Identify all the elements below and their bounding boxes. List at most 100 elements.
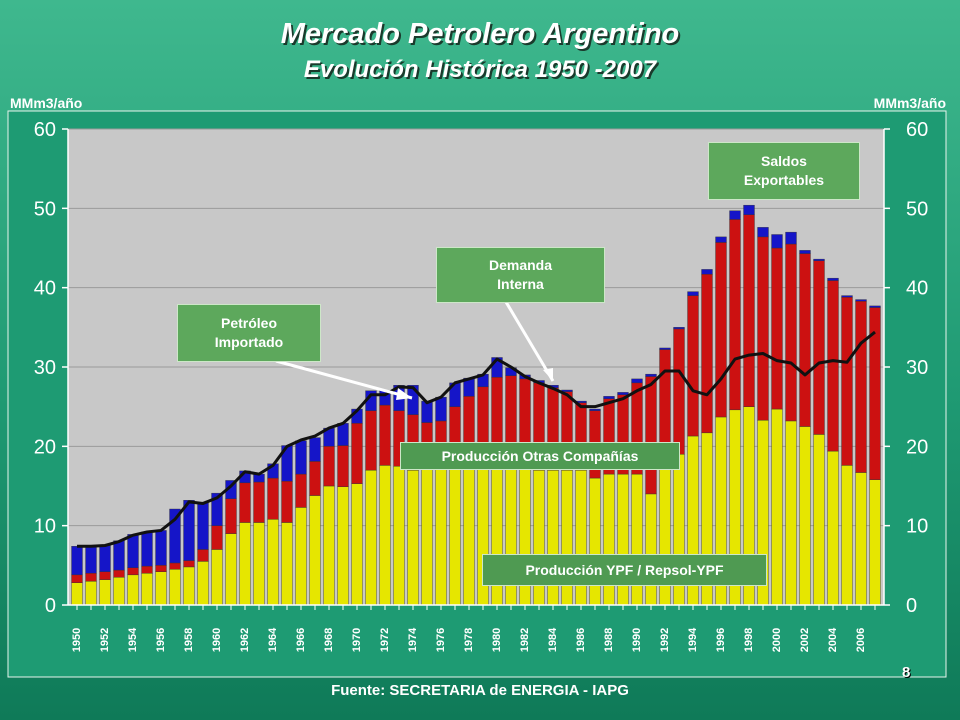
bar-ypf-2003 (813, 434, 825, 606)
bar-ypf-1975 (421, 465, 433, 606)
bar-importado-1955 (141, 531, 153, 567)
x-tick-label: 1980 (491, 628, 503, 652)
bar-importado-1967 (309, 437, 321, 462)
x-tick-label: 1992 (659, 628, 671, 652)
y-tick-label-left: 30 (34, 357, 56, 379)
y-tick-label-right: 40 (906, 278, 928, 300)
bar-otras-1961 (225, 498, 237, 534)
bar-ypf-1961 (225, 533, 237, 606)
bar-importado-2001 (785, 231, 797, 245)
x-tick-label: 1986 (575, 628, 587, 652)
x-tick-label: 1950 (71, 628, 83, 652)
bar-importado-2000 (771, 234, 783, 249)
y-tick-label-right: 50 (906, 198, 928, 220)
bar-importado-1985 (561, 389, 573, 392)
bar-ypf-1957 (169, 569, 181, 606)
bar-ypf-2006 (855, 472, 867, 606)
bar-importado-1960 (211, 492, 223, 526)
bar-ypf-1953 (113, 577, 125, 606)
x-tick-label: 2004 (827, 627, 839, 652)
bar-otras-1971 (365, 410, 377, 471)
bar-importado-1991 (645, 373, 657, 377)
bar-otras-1963 (253, 481, 265, 523)
arrow-head-demanda (543, 368, 553, 381)
bar-importado-1999 (757, 227, 769, 238)
bar-otras-1959 (197, 549, 209, 562)
produccion-ypf-label: Producción YPF / Repsol-YPF (482, 554, 767, 586)
bar-otras-1957 (169, 562, 181, 570)
bar-otras-2006 (855, 300, 867, 473)
x-tick-label: 2002 (799, 628, 811, 652)
bar-importado-2002 (799, 250, 811, 254)
y-tick-label-left: 50 (34, 198, 56, 220)
x-tick-label: 2006 (855, 628, 867, 652)
bar-otras-1994 (687, 295, 699, 437)
bar-importado-1966 (295, 440, 307, 475)
bar-ypf-1963 (253, 522, 265, 606)
bar-ypf-1973 (393, 465, 405, 606)
bar-otras-1995 (701, 273, 713, 434)
bar-importado-1994 (687, 291, 699, 296)
bar-ypf-2004 (827, 450, 839, 606)
bar-ypf-1951 (85, 581, 97, 606)
bar-ypf-1958 (183, 566, 195, 606)
bar-importado-1992 (659, 347, 671, 350)
x-tick-label: 1956 (155, 628, 167, 652)
page-number: 8 (902, 664, 911, 681)
bar-ypf-2000 (771, 408, 783, 606)
chart-title: Mercado Petrolero Argentino (280, 18, 680, 50)
x-tick-label: 1984 (547, 627, 559, 652)
bar-otras-1997 (729, 219, 741, 411)
bar-ypf-1956 (155, 571, 167, 606)
bar-importado-1957 (169, 508, 181, 564)
bar-otras-2004 (827, 280, 839, 452)
bar-ypf-1964 (267, 519, 279, 606)
bar-otras-1993 (673, 328, 685, 455)
bar-importado-1969 (337, 423, 349, 446)
bar-otras-1972 (379, 404, 391, 466)
bar-importado-1952 (99, 545, 111, 572)
bar-ypf-1978 (463, 465, 475, 606)
bar-importado-1998 (743, 204, 755, 215)
bar-importado-2003 (813, 258, 825, 261)
x-tick-label: 1998 (743, 628, 755, 652)
x-tick-label: 1996 (715, 628, 727, 652)
bar-otras-1969 (337, 445, 349, 487)
bar-otras-1999 (757, 236, 769, 421)
bar-ypf-1962 (239, 522, 251, 606)
left-axis-unit: MMm3/año (10, 95, 83, 111)
x-tick-label: 1970 (351, 628, 363, 652)
arrow-importado (275, 359, 413, 400)
x-tick-label: 1954 (127, 627, 139, 652)
produccion-otras-label: Producción Otras Compañías (400, 442, 680, 470)
bar-ypf-1967 (309, 495, 321, 606)
bar-otras-1953 (113, 569, 125, 578)
bar-ypf-2001 (785, 420, 797, 606)
bar-ypf-1972 (379, 465, 391, 606)
x-tick-label: 1962 (239, 628, 251, 652)
demand-line-group (77, 330, 876, 548)
bar-ypf-1959 (197, 561, 209, 606)
bar-importado-1958 (183, 500, 195, 561)
bar-ypf-2002 (799, 426, 811, 606)
bar-ypf-1952 (99, 579, 111, 606)
bar-importado-1995 (701, 269, 713, 275)
x-tick-label: 1958 (183, 628, 195, 652)
y-tick-label-left: 10 (34, 516, 56, 538)
x-tick-label: 1994 (687, 627, 699, 652)
bar-importado-1989 (617, 392, 629, 395)
bar-importado-2005 (841, 295, 853, 298)
x-tick-label: 1978 (463, 628, 475, 652)
bar-otras-1954 (127, 567, 139, 576)
x-tick-label: 1952 (99, 628, 111, 652)
petroleo-importado-label: Petróleo Importado (177, 304, 321, 362)
bar-importado-1956 (155, 530, 167, 566)
bar-importado-1990 (631, 378, 643, 384)
bar-importado-1953 (113, 540, 125, 571)
bar-ypf-1965 (281, 522, 293, 606)
source-note: Fuente: SECRETARIA de ENERGIA - IAPG (331, 682, 629, 699)
bar-ypf-1970 (351, 483, 363, 606)
x-tick-label: 1974 (407, 627, 419, 652)
bar-otras-2000 (771, 247, 783, 410)
